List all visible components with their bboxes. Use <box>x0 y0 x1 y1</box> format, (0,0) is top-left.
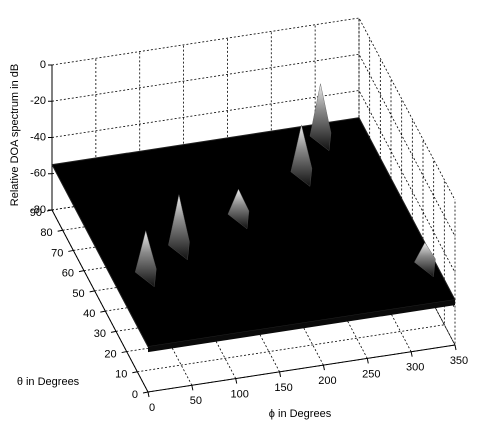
z-tick-label: -20 <box>30 95 46 107</box>
y-tick <box>68 249 74 252</box>
y-tick <box>100 310 106 313</box>
x-axis-label: ϕ in Degrees <box>269 408 332 420</box>
surface-floor <box>51 117 456 348</box>
y-tick <box>142 391 149 394</box>
x-tick <box>454 344 457 351</box>
z-tick-label: -60 <box>30 168 46 180</box>
x-tick <box>191 385 194 391</box>
spectrum-peak <box>135 229 157 288</box>
y-tick-label: 10 <box>115 369 127 381</box>
x-tick <box>322 365 325 371</box>
x-tick-label: 50 <box>190 395 202 407</box>
z-axis-label: Relative DOA spectrum in dB <box>9 64 21 206</box>
y-axis-label: θ in Degrees <box>17 376 80 388</box>
x-tick <box>235 378 238 384</box>
y-tick <box>89 290 95 293</box>
x-tick-label: 350 <box>450 355 468 367</box>
x-tick <box>366 358 369 364</box>
x-tick <box>279 371 282 377</box>
surface-skirt <box>148 299 455 353</box>
spectrum-peak <box>414 242 436 278</box>
y-tick-label: 90 <box>30 207 42 219</box>
z-tick-label: 0 <box>40 59 46 71</box>
y-tick <box>132 371 138 374</box>
z-tick-label: -40 <box>30 131 46 143</box>
y-tick-label: 70 <box>51 247 63 259</box>
x-tick-label: 150 <box>274 382 292 394</box>
y-tick-label: 80 <box>40 227 52 239</box>
spectrum-peak <box>309 83 332 152</box>
x-tick-label: 250 <box>362 368 380 380</box>
y-tick-label: 30 <box>94 328 106 340</box>
y-tick-label: 50 <box>72 288 84 300</box>
y-tick <box>110 330 117 333</box>
x-tick-label: 300 <box>406 362 424 374</box>
x-tick <box>410 351 413 357</box>
y-tick <box>121 351 127 354</box>
y-tick <box>57 229 63 232</box>
y-tick-label: 40 <box>83 308 95 320</box>
y-tick-label: 20 <box>104 348 116 360</box>
x-tick <box>147 391 150 398</box>
z-tick-label: -80 <box>30 204 46 216</box>
x-tick-label: 200 <box>318 375 336 387</box>
y-tick-label: 60 <box>62 268 74 280</box>
spectrum-peak <box>290 124 313 187</box>
x-tick-label: 100 <box>231 388 249 400</box>
y-tick <box>78 270 85 273</box>
spectrum-peak <box>168 194 190 261</box>
y-tick-label: 0 <box>132 389 138 401</box>
x-tick-label: 0 <box>149 402 155 414</box>
spectrum-peak <box>227 188 250 230</box>
